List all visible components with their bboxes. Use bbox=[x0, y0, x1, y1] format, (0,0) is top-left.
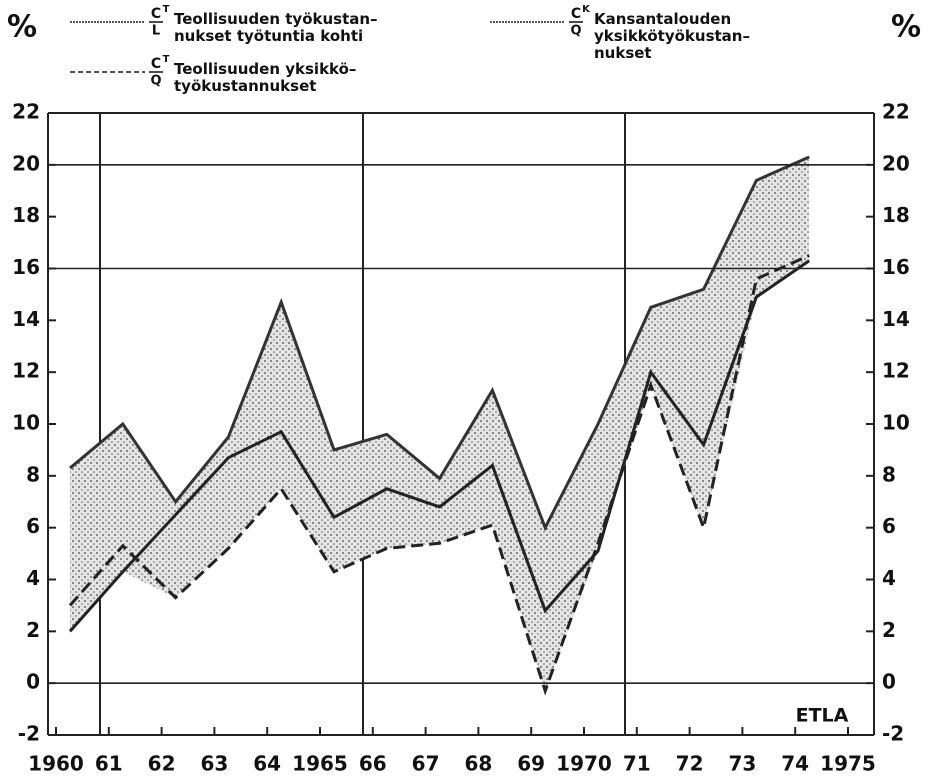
y-tick-label: 8 bbox=[26, 462, 40, 486]
series-line bbox=[68, 259, 811, 633]
y-tick-label: 18 bbox=[12, 203, 40, 227]
legend-symbol: T bbox=[163, 4, 170, 15]
y-tick-label: 10 bbox=[12, 411, 40, 435]
legend-symbol: K bbox=[582, 4, 591, 15]
y2-tick-label: 6 bbox=[882, 514, 896, 538]
x-tick-label: 74 bbox=[781, 752, 809, 776]
y2-tick-label: 16 bbox=[882, 255, 910, 279]
legend-symbol: T bbox=[163, 54, 170, 65]
x-tick-label: 66 bbox=[359, 752, 387, 776]
y-tick-label: -2 bbox=[18, 722, 40, 746]
x-tick-label: 1960 bbox=[28, 752, 84, 776]
y-tick-label: 22 bbox=[12, 100, 40, 124]
y-tick-label: 12 bbox=[12, 359, 40, 383]
y2-tick-label: 2 bbox=[882, 618, 896, 642]
y2-tick-label: 18 bbox=[882, 203, 910, 227]
y2-tick-label: 22 bbox=[882, 100, 910, 124]
x-tick-label: 62 bbox=[148, 752, 176, 776]
y-tick-label: 6 bbox=[26, 514, 40, 538]
legend-label: Teollisuuden työkustan– nukset työtuntia… bbox=[174, 10, 378, 45]
x-tick-label: 69 bbox=[517, 752, 545, 776]
annotation: ETLA bbox=[796, 705, 849, 727]
y2-tick-label: 0 bbox=[882, 670, 896, 694]
legend-label: Teollisuuden yksikkö– työkustannukset bbox=[174, 60, 357, 95]
y2-tick-label: 12 bbox=[882, 359, 910, 383]
legend-symbol: C bbox=[151, 56, 161, 72]
series-line bbox=[69, 155, 810, 532]
y-tick-label: 16 bbox=[12, 255, 40, 279]
x-tick-label: 61 bbox=[95, 752, 123, 776]
shaded-band bbox=[70, 157, 810, 691]
legend-symbol: L bbox=[152, 24, 160, 39]
x-tick-label: 68 bbox=[464, 752, 492, 776]
y2-tick-label: 20 bbox=[882, 151, 910, 175]
legend-symbol: C bbox=[151, 6, 161, 22]
x-tick-label: 63 bbox=[200, 752, 228, 776]
y2-tick-label: 4 bbox=[882, 566, 896, 590]
legend-symbol: C bbox=[571, 6, 581, 22]
x-tick-label: 72 bbox=[676, 752, 704, 776]
y-tick-label: 4 bbox=[26, 566, 40, 590]
y2-tick-label: -2 bbox=[882, 722, 904, 746]
x-tick-label: 71 bbox=[623, 752, 651, 776]
x-tick-label: 64 bbox=[253, 752, 281, 776]
y-tick-label: 14 bbox=[12, 307, 40, 331]
x-tick-label: 73 bbox=[728, 752, 756, 776]
x-tick-label: 1975 bbox=[820, 752, 876, 776]
x-tick-label: 1965 bbox=[292, 752, 348, 776]
x-tick-label: 1970 bbox=[556, 752, 612, 776]
y2-label: % bbox=[891, 10, 921, 45]
legend-symbol: Q bbox=[570, 24, 581, 39]
y-label: % bbox=[7, 10, 37, 45]
y-tick-label: 20 bbox=[12, 151, 40, 175]
legend-symbol: Q bbox=[150, 74, 161, 89]
y-tick-label: 0 bbox=[26, 670, 40, 694]
y2-tick-label: 10 bbox=[882, 411, 910, 435]
legend-label: Kansantalouden yksikkötyökustan– nukset bbox=[594, 10, 750, 62]
series-line bbox=[68, 254, 810, 696]
x-tick-label: 67 bbox=[412, 752, 440, 776]
y-tick-label: 2 bbox=[26, 618, 40, 642]
y2-tick-label: 8 bbox=[882, 462, 896, 486]
y2-tick-label: 14 bbox=[882, 307, 910, 331]
